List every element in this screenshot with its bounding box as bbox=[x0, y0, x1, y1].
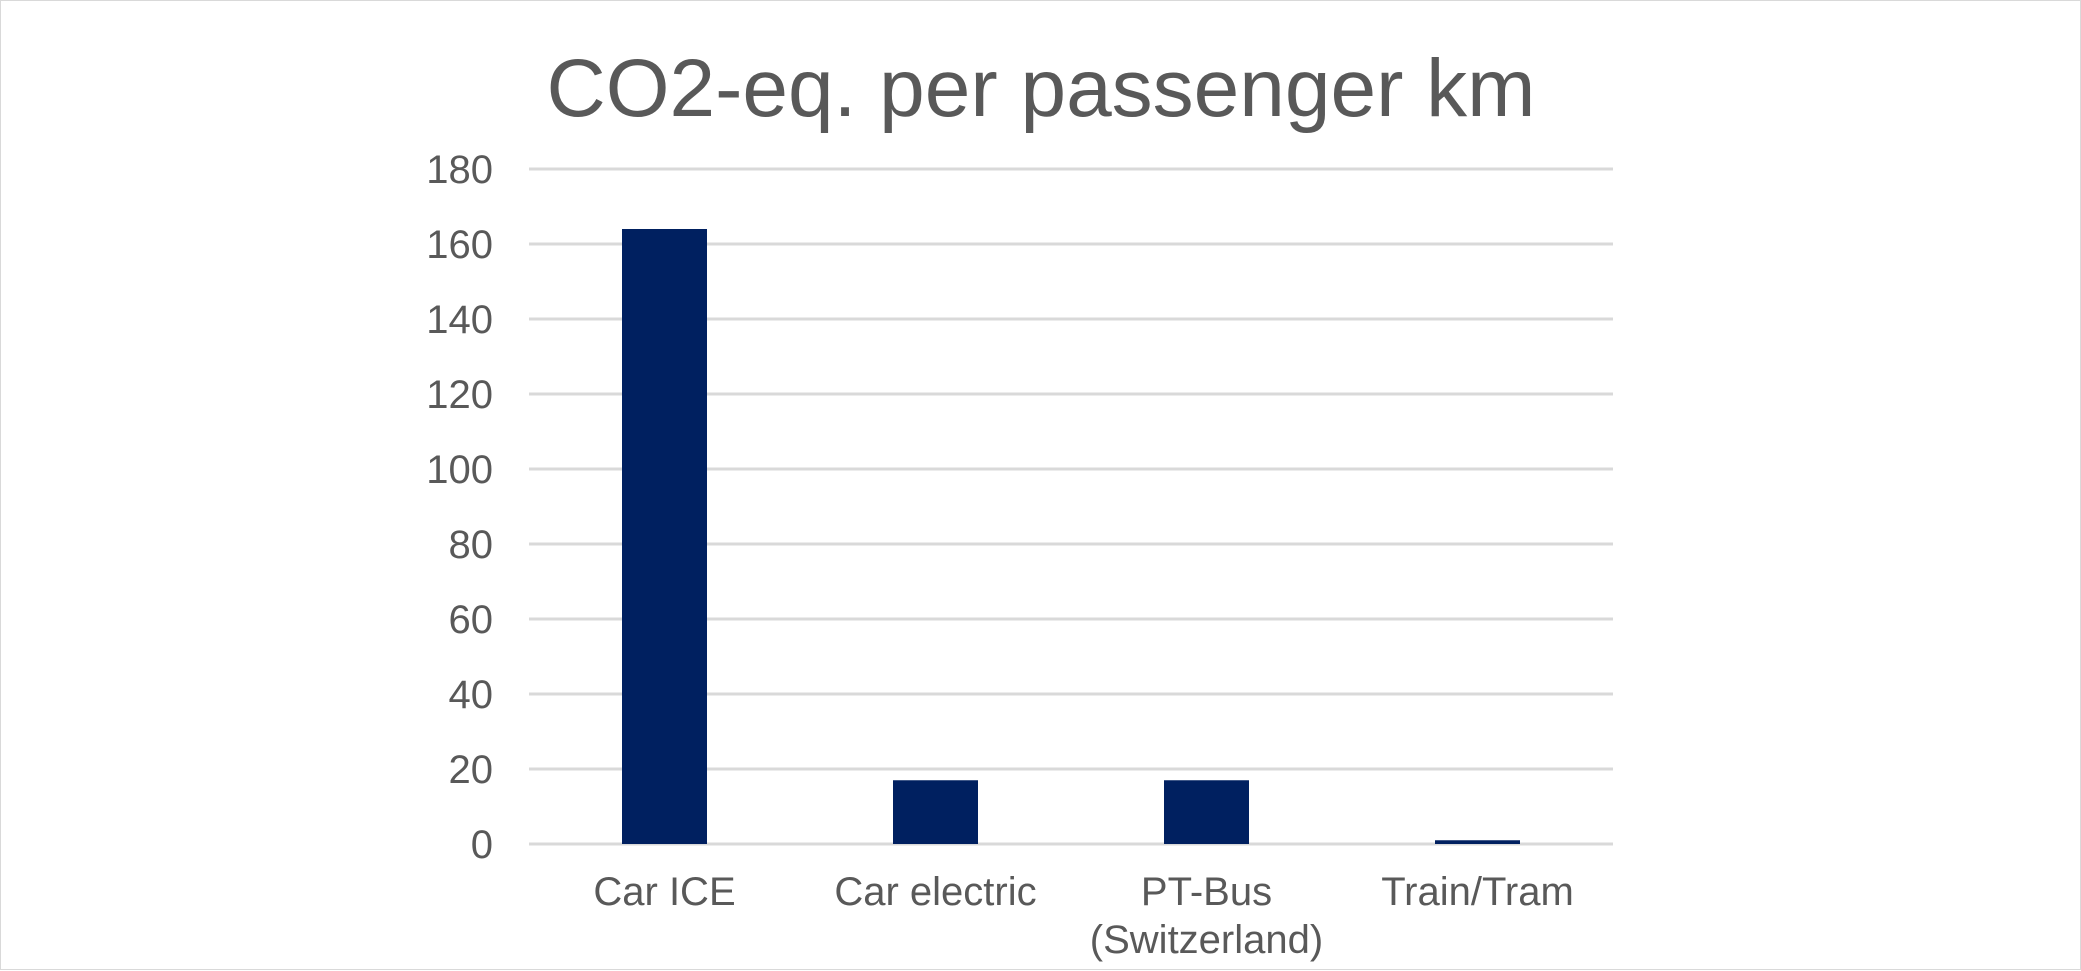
y-tick-label: 140 bbox=[426, 298, 493, 342]
bar bbox=[893, 780, 978, 844]
x-tick-label: Car ICE bbox=[593, 870, 735, 914]
y-tick-label: 20 bbox=[449, 748, 494, 792]
y-tick-label: 80 bbox=[449, 523, 494, 567]
x-tick-label: Car electric bbox=[834, 870, 1036, 914]
y-tick-label: 180 bbox=[426, 148, 493, 192]
bars bbox=[622, 229, 1520, 844]
x-axis-ticks: Car ICE Car electric PT-Bus (Switzerland) Tr… bbox=[593, 870, 1573, 962]
y-tick-label: 120 bbox=[426, 373, 493, 417]
gridlines bbox=[529, 167, 1613, 846]
x-tick-label: Train/Tram bbox=[1381, 870, 1574, 914]
y-tick-label: 0 bbox=[471, 823, 493, 867]
bar bbox=[1164, 780, 1249, 844]
x-tick-label: PT-Bus (Switzerland) bbox=[1090, 870, 1323, 962]
y-tick-label: 160 bbox=[426, 223, 493, 267]
bar bbox=[1435, 840, 1520, 844]
bar bbox=[622, 229, 707, 844]
y-tick-label: 100 bbox=[426, 448, 493, 492]
y-tick-label: 40 bbox=[449, 673, 494, 717]
chart-title: CO2-eq. per passenger km bbox=[546, 43, 1535, 134]
y-axis-ticks: 0 20 40 60 80 100 120 140 160 180 bbox=[426, 148, 493, 867]
y-tick-label: 60 bbox=[449, 598, 494, 642]
